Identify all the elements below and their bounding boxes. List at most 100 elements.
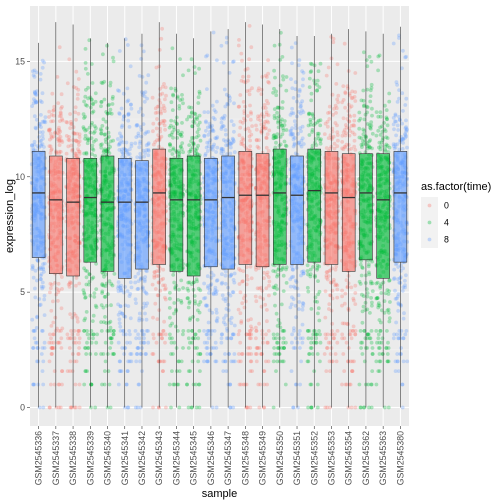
jitter-point [263, 119, 267, 124]
jitter-point [54, 150, 59, 155]
jitter-point [56, 101, 61, 105]
jitter-point [322, 132, 327, 137]
jitter-point [335, 62, 340, 67]
jitter-point [77, 132, 82, 137]
jitter-point [186, 288, 191, 293]
jitter-point [178, 132, 183, 137]
jitter-point [51, 320, 56, 325]
jitter-point [246, 114, 250, 118]
jitter-point [289, 264, 294, 269]
jitter-point [247, 129, 252, 134]
jitter-point [90, 98, 94, 102]
jitter-point [129, 359, 134, 364]
jitter-point [163, 127, 168, 132]
jitter-point [326, 65, 331, 70]
jitter-point [118, 304, 123, 309]
jitter-point [214, 279, 219, 283]
jitter-point [111, 352, 116, 356]
jitter-point [299, 359, 303, 364]
jitter-point [40, 286, 45, 291]
jitter-point [146, 340, 151, 345]
jitter-point [341, 116, 346, 121]
jitter-point [85, 103, 89, 108]
jitter-point [241, 279, 245, 284]
jitter-point [240, 301, 245, 306]
jitter-point [77, 135, 82, 140]
jitter-point [94, 287, 99, 291]
jitter-point [324, 336, 328, 341]
jitter-point [39, 143, 43, 147]
jitter-point [266, 275, 271, 279]
jitter-point [317, 329, 321, 333]
jitter-point [257, 346, 262, 350]
jitter-point [278, 58, 283, 62]
jitter-point [160, 369, 165, 373]
jitter-point [196, 359, 201, 364]
jitter-point [30, 143, 34, 148]
jitter-point [141, 340, 146, 345]
jitter-point [157, 137, 162, 142]
jitter-point [83, 128, 88, 133]
jitter-point [298, 126, 302, 131]
jitter-point [133, 329, 138, 333]
jitter-point [248, 369, 253, 373]
jitter-point [284, 144, 289, 149]
jitter-point [260, 126, 265, 131]
jitter-point [222, 116, 227, 121]
jitter-point [186, 405, 191, 410]
jitter-point [168, 315, 172, 320]
jitter-point [128, 102, 133, 107]
jitter-point [49, 112, 54, 117]
jitter-point [300, 336, 305, 341]
jitter-point [142, 279, 147, 284]
jitter-point [305, 269, 310, 273]
jitter-point [69, 405, 73, 410]
jitter-point [300, 307, 305, 312]
jitter-point [70, 148, 75, 153]
jitter-point [74, 117, 78, 122]
jitter-point [133, 405, 138, 410]
jitter-point [168, 336, 172, 341]
jitter-point [159, 332, 164, 337]
jitter-point [49, 148, 54, 153]
jitter-point [197, 91, 202, 96]
jitter-point [84, 88, 88, 92]
jitter-point [116, 312, 121, 317]
jitter-point [222, 87, 227, 92]
jitter-point [102, 320, 106, 324]
jitter-point [170, 321, 175, 326]
jitter-point [186, 68, 191, 73]
jitter-point [122, 314, 126, 319]
jitter-point [186, 280, 191, 285]
jitter-point [205, 303, 210, 308]
jitter-point [85, 137, 90, 142]
jitter-point [54, 286, 59, 291]
jitter-point [74, 276, 79, 280]
jitter-point [312, 63, 317, 68]
jitter-point [104, 140, 108, 145]
jitter-point [133, 280, 138, 285]
jitter-point [160, 336, 165, 341]
jitter-point [202, 281, 207, 286]
jitter-point [262, 382, 267, 387]
jitter-point [71, 131, 76, 135]
jitter-point [219, 116, 224, 121]
jitter-point [347, 382, 352, 387]
jitter-point [57, 139, 61, 144]
jitter-point [179, 299, 184, 303]
jitter-point [60, 105, 64, 109]
jitter-point [247, 332, 252, 337]
jitter-point [210, 127, 215, 132]
jitter-point [335, 97, 340, 102]
jitter-point [83, 369, 88, 373]
jitter-point [32, 336, 37, 341]
jitter-point [123, 303, 128, 308]
jitter-point [275, 287, 279, 291]
jitter-point [138, 405, 143, 410]
jitter-point [48, 332, 52, 337]
jitter-point [241, 79, 246, 84]
jitter-point [253, 294, 258, 299]
jitter-point [242, 116, 246, 121]
jitter-point [197, 405, 202, 410]
jitter-point [40, 65, 45, 70]
